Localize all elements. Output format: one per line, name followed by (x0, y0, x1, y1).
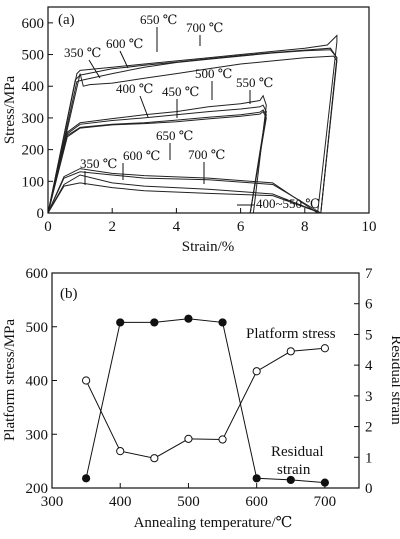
y2-tick-label: 4 (365, 358, 373, 374)
legend-residual: Residual (271, 444, 324, 460)
x-tick-label: 600 (245, 494, 268, 510)
panel-b-y-ticks: 200 300 400 500 600 (26, 266, 57, 497)
panel-b-series-lines (85, 318, 325, 484)
y-tick-label: 500 (22, 48, 45, 64)
panel-b: (b) Platform stress Residual strain 300 4… (2, 266, 400, 531)
annotation-label: 600 ℃ (123, 148, 160, 163)
annotation-label: 350 ℃ (64, 45, 101, 60)
annotation-label: 450 ℃ (162, 84, 199, 99)
y-tick-label: 600 (26, 266, 49, 282)
y2-tick-label: 6 (365, 297, 373, 313)
panel-a-frame (47, 6, 370, 214)
y2-tick-label: 1 (365, 450, 373, 466)
residual-strain-point (218, 435, 227, 444)
panel-a-annotations: 650 ℃ 700 ℃ 350 ℃ 600 ℃ 500 ℃ 400 ℃ 450 … (64, 12, 320, 211)
x-tick-label: 6 (237, 219, 245, 235)
platform-stress-point (82, 474, 91, 483)
platform-stress-point (218, 318, 227, 327)
y-tick-label: 600 (22, 16, 45, 32)
annotation-label: 700 ℃ (186, 20, 223, 35)
annotation-label: 400~550 ℃ (256, 196, 320, 211)
x-tick-label: 8 (301, 219, 309, 235)
annotation-label: 650 ℃ (156, 128, 193, 143)
platform-stress-point (150, 318, 159, 327)
y-tick-label: 300 (22, 111, 45, 127)
panel-b-x-ticks: 300 400 500 600 700 (41, 483, 336, 510)
curve-c500 (47, 94, 267, 214)
curve-c400 (47, 110, 267, 214)
panel-a-label: (a) (58, 12, 75, 28)
residual-strain-point (286, 347, 295, 356)
panel-b-y2-ticks: 0 1 2 3 4 5 6 7 (354, 266, 373, 497)
annotation-label: 550 ℃ (236, 75, 273, 90)
residual-strain-point (116, 447, 125, 456)
y-tick-label: 400 (22, 79, 45, 95)
x-tick-label: 500 (177, 494, 200, 510)
panel-a-y-ticks: 0 100 200 300 400 500 600 (22, 16, 53, 222)
x-tick-label: 10 (362, 219, 377, 235)
y2-tick-label: 2 (365, 420, 373, 436)
x-tick-label: 2 (108, 219, 116, 235)
y-tick-label: 400 (26, 374, 49, 390)
x-tick-label: 700 (314, 494, 337, 510)
curve-u350 (47, 182, 321, 214)
y-tick-label: 200 (26, 481, 49, 497)
annotation-label: 400 ℃ (116, 81, 153, 96)
y2-tick-label: 0 (365, 481, 373, 497)
y-tick-label: 200 (22, 143, 45, 159)
panel-a-x-ticks: 0 2 4 6 8 10 (44, 208, 377, 235)
annotation-label: 600 ℃ (106, 36, 143, 51)
annotation-label: 500 ℃ (195, 66, 232, 81)
annotation-arrow (139, 95, 149, 118)
legend-strain: strain (277, 462, 311, 478)
series-line (85, 347, 325, 459)
annotation-label: 650 ℃ (140, 12, 177, 27)
panel-a: (a) 650 ℃ 700 ℃ 350 ℃ 600 ℃ 500 ℃ 400 ℃ … (2, 6, 377, 255)
y-tick-label: 300 (26, 427, 49, 443)
panel-b-label: (b) (60, 286, 78, 302)
panel-b-y2-axis-label: Residual strain (388, 335, 400, 425)
annotation-arrow (88, 59, 101, 79)
curve-c350 (47, 55, 338, 214)
panel-b-points (82, 314, 329, 487)
y2-tick-label: 7 (365, 266, 373, 282)
y-tick-label: 0 (37, 206, 45, 222)
platform-stress-point (252, 474, 261, 483)
panel-a-y-axis-label: Stress/MPa (2, 75, 18, 144)
x-tick-label: 0 (44, 219, 52, 235)
platform-stress-point (116, 318, 125, 327)
x-tick-label: 400 (109, 494, 132, 510)
annotation-arrow (119, 50, 129, 69)
y-tick-label: 500 (26, 320, 49, 336)
panel-a-x-axis-label: Strain/% (182, 239, 235, 255)
series-line (85, 318, 325, 484)
platform-stress-point (184, 314, 193, 323)
y-tick-label: 100 (22, 174, 45, 190)
curve-u700 (47, 168, 318, 214)
panel-b-x-axis-label: Annealing temperature/℃ (134, 515, 293, 531)
panel-a-curves (47, 34, 338, 214)
annotation-label: 350 ℃ (80, 156, 117, 171)
x-tick-label: 4 (173, 219, 181, 235)
residual-strain-point (252, 367, 261, 376)
annotation-label: 700 ℃ (188, 147, 225, 162)
curve-u650 (47, 171, 322, 214)
curve-u600 (47, 174, 321, 214)
residual-strain-point (320, 344, 329, 353)
curve-c600 (47, 49, 338, 214)
curve-c550 (47, 104, 267, 214)
curve-c700 (47, 34, 338, 214)
panel-b-y-axis-label: Platform stress/MPa (2, 319, 18, 441)
legend-platform-stress: Platform stress (246, 326, 336, 342)
platform-stress-point (286, 475, 295, 485)
residual-strain-point (82, 376, 91, 385)
x-tick-label: 300 (41, 494, 64, 510)
curve-c450 (47, 109, 267, 214)
y2-tick-label: 3 (365, 389, 373, 405)
y2-tick-label: 5 (365, 327, 373, 343)
residual-strain-point (150, 454, 159, 463)
residual-strain-point (184, 434, 193, 443)
